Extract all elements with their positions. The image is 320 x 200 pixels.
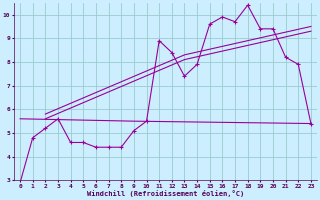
X-axis label: Windchill (Refroidissement éolien,°C): Windchill (Refroidissement éolien,°C) bbox=[87, 190, 244, 197]
